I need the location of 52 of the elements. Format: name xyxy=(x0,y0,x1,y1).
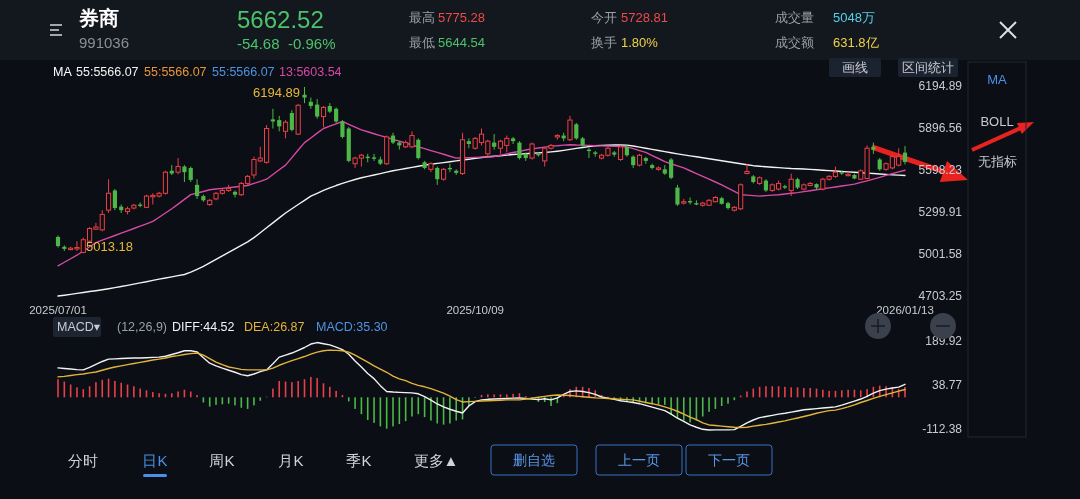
text: 5644.54 xyxy=(438,35,485,50)
y-tick-label: 4703.25 xyxy=(918,289,963,304)
text: 上一页 xyxy=(618,452,660,468)
text: 日K xyxy=(142,452,168,469)
annotation: 6194.89 xyxy=(253,85,300,100)
text: 成交量 xyxy=(775,10,814,25)
annotation: 5013.18 xyxy=(86,239,133,254)
text: 删自选 xyxy=(513,452,555,468)
y-tick-label: 38.77 xyxy=(931,378,963,393)
x-tick-label: 2026/01/13 xyxy=(876,304,934,316)
text: 13:5603.54 xyxy=(279,65,342,79)
text: 换手 xyxy=(591,35,617,50)
text: 分时 xyxy=(68,452,98,469)
text: -54.68 xyxy=(237,35,280,52)
y-tick-label: 5001.58 xyxy=(918,247,963,262)
text: 5728.81 xyxy=(621,10,668,25)
text: 55:5566.07 xyxy=(76,65,139,79)
text: 5775.28 xyxy=(438,10,485,25)
text: 更多▲ xyxy=(413,452,459,469)
text: 画线 xyxy=(842,61,868,75)
text: 最高 xyxy=(409,10,435,25)
text: 今开 xyxy=(591,10,617,25)
text: BOLL xyxy=(980,114,1014,129)
text: 1.80% xyxy=(621,35,659,50)
text: 55:5566.07 xyxy=(144,65,207,79)
series-label: DIFF:44.52 xyxy=(172,320,235,334)
text: -0.96% xyxy=(288,35,336,52)
legend-title: MA xyxy=(53,65,73,79)
text: 下一页 xyxy=(708,452,750,468)
text: 成交额 xyxy=(775,35,814,50)
y-tick-label: 5896.56 xyxy=(918,121,963,136)
x-tick-label: 2025/10/09 xyxy=(446,304,504,316)
text: MA xyxy=(987,72,1008,87)
text: 5048万 xyxy=(833,10,875,25)
y-tick-label: 5299.91 xyxy=(918,205,963,220)
text: 月K xyxy=(278,452,304,469)
y-tick-label: 6194.89 xyxy=(918,79,963,94)
series-label: DEA:26.87 xyxy=(244,320,305,334)
text: 周K xyxy=(209,452,235,469)
text: 631.8亿 xyxy=(833,35,879,50)
text: 无指标 xyxy=(977,154,1017,169)
x-tick-label: 2025/07/01 xyxy=(29,304,87,316)
text: 季K xyxy=(346,452,372,469)
legend-title: (12,26,9) xyxy=(117,320,168,334)
text: 991036 xyxy=(79,34,130,51)
text: 最低 xyxy=(409,35,435,50)
text: 5662.52 xyxy=(237,6,324,33)
text: 券商 xyxy=(78,7,119,29)
text: 55:5566.07 xyxy=(212,65,275,79)
text: 区间统计 xyxy=(902,61,954,75)
y-tick-label: -112.38 xyxy=(922,422,963,437)
text: MACD:35.30 xyxy=(316,320,388,334)
